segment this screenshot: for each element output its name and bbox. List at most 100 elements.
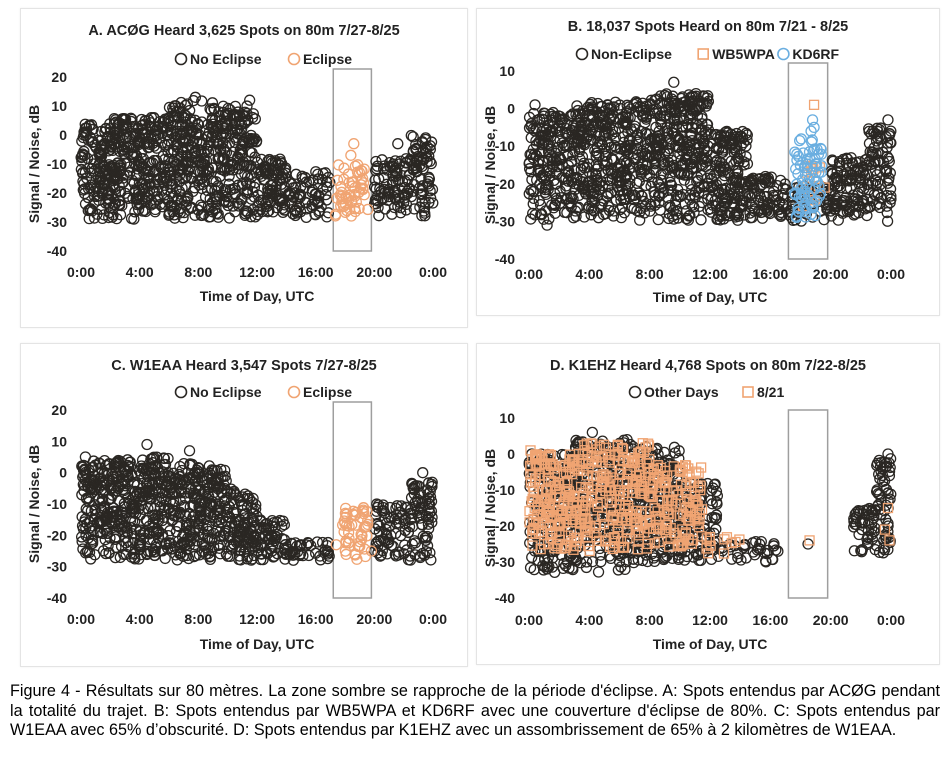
data-point bbox=[881, 163, 893, 176]
data-point bbox=[664, 199, 676, 212]
data-point bbox=[726, 188, 738, 200]
data-point bbox=[585, 533, 597, 545]
data-point bbox=[219, 470, 231, 482]
data-point bbox=[158, 452, 171, 465]
data-point bbox=[622, 179, 634, 191]
data-point bbox=[605, 153, 618, 165]
data-point bbox=[573, 179, 585, 191]
data-point bbox=[227, 164, 239, 176]
data-point bbox=[189, 114, 201, 126]
data-point bbox=[527, 198, 539, 210]
y-axis-label: Signal / Noise, dB bbox=[26, 105, 42, 223]
data-point bbox=[790, 210, 802, 222]
data-point bbox=[870, 148, 882, 160]
data-point bbox=[808, 99, 820, 110]
data-point bbox=[81, 152, 94, 165]
data-point bbox=[96, 466, 108, 478]
data-point bbox=[576, 119, 589, 131]
data-point bbox=[806, 134, 818, 146]
y-tick-label: 20 bbox=[51, 402, 67, 418]
x-tick-label: 0:00 bbox=[67, 611, 95, 627]
eclipse-window bbox=[332, 401, 373, 599]
data-point bbox=[530, 123, 543, 135]
data-point bbox=[122, 475, 134, 488]
data-point bbox=[767, 553, 779, 566]
data-point bbox=[362, 203, 374, 216]
data-point bbox=[106, 211, 118, 223]
data-point bbox=[842, 172, 854, 185]
data-point bbox=[393, 546, 405, 558]
data-point bbox=[673, 134, 685, 146]
data-point bbox=[569, 205, 582, 217]
data-point bbox=[673, 552, 685, 564]
data-point bbox=[552, 141, 564, 154]
data-point bbox=[100, 547, 112, 560]
data-point bbox=[220, 475, 232, 487]
data-point bbox=[152, 513, 164, 525]
data-point bbox=[336, 519, 349, 531]
data-point bbox=[345, 210, 357, 222]
legend-label: WB5WPA bbox=[712, 46, 775, 62]
y-tick-label: -20 bbox=[495, 518, 515, 534]
data-point bbox=[123, 131, 135, 143]
data-point bbox=[261, 200, 273, 213]
data-point bbox=[192, 155, 204, 167]
data-point bbox=[405, 512, 418, 525]
data-point bbox=[166, 178, 178, 190]
data-point bbox=[635, 168, 647, 180]
data-point bbox=[312, 197, 324, 210]
data-point bbox=[713, 143, 725, 156]
data-point bbox=[88, 180, 101, 193]
data-point bbox=[417, 467, 429, 479]
x-axis-label: Time of Day, UTC bbox=[200, 636, 315, 652]
data-point bbox=[185, 172, 198, 184]
data-point bbox=[392, 189, 404, 201]
data-point bbox=[802, 538, 814, 550]
data-point bbox=[547, 155, 559, 167]
data-point bbox=[165, 482, 177, 494]
data-point bbox=[535, 543, 546, 555]
data-point bbox=[268, 535, 281, 547]
data-point bbox=[560, 193, 572, 206]
data-point bbox=[310, 166, 322, 178]
y-tick-label: -10 bbox=[47, 496, 67, 512]
chart-d: D. K1EHZ Heard 4,768 Spots on 80m 7/22-8… bbox=[482, 358, 905, 652]
data-point bbox=[142, 192, 154, 204]
data-point bbox=[356, 172, 369, 185]
data-point bbox=[765, 171, 778, 183]
data-point bbox=[311, 536, 323, 548]
y-axis-label: Signal / Noise, dB bbox=[482, 106, 498, 224]
data-point bbox=[205, 501, 217, 513]
y-tick-label: -30 bbox=[47, 214, 67, 230]
data-point bbox=[169, 100, 181, 112]
data-point bbox=[340, 548, 352, 561]
data-point bbox=[679, 198, 691, 210]
data-point bbox=[541, 219, 553, 231]
data-point bbox=[873, 198, 886, 210]
chart-a: A. ACØG Heard 3,625 Spots on 80m 7/27-8/… bbox=[26, 23, 447, 304]
data-point bbox=[605, 102, 618, 115]
data-point bbox=[620, 171, 632, 183]
data-point bbox=[870, 135, 883, 147]
data-point bbox=[411, 153, 423, 166]
data-point bbox=[635, 189, 647, 202]
data-point bbox=[873, 454, 885, 467]
data-point bbox=[872, 488, 884, 500]
data-point bbox=[295, 539, 307, 551]
data-point bbox=[674, 168, 686, 180]
data-point bbox=[648, 186, 660, 198]
data-point bbox=[623, 158, 636, 170]
data-point bbox=[153, 514, 165, 526]
data-point bbox=[412, 510, 425, 522]
data-point bbox=[380, 528, 393, 540]
data-point bbox=[255, 203, 267, 215]
data-point bbox=[539, 107, 551, 120]
x-tick-label: 4:00 bbox=[126, 264, 154, 280]
x-tick-label: 20:00 bbox=[356, 264, 392, 280]
data-point bbox=[402, 526, 415, 538]
data-point bbox=[165, 201, 178, 213]
data-point bbox=[283, 547, 296, 560]
data-point bbox=[114, 145, 126, 158]
data-point bbox=[321, 539, 333, 552]
data-point bbox=[850, 518, 862, 531]
